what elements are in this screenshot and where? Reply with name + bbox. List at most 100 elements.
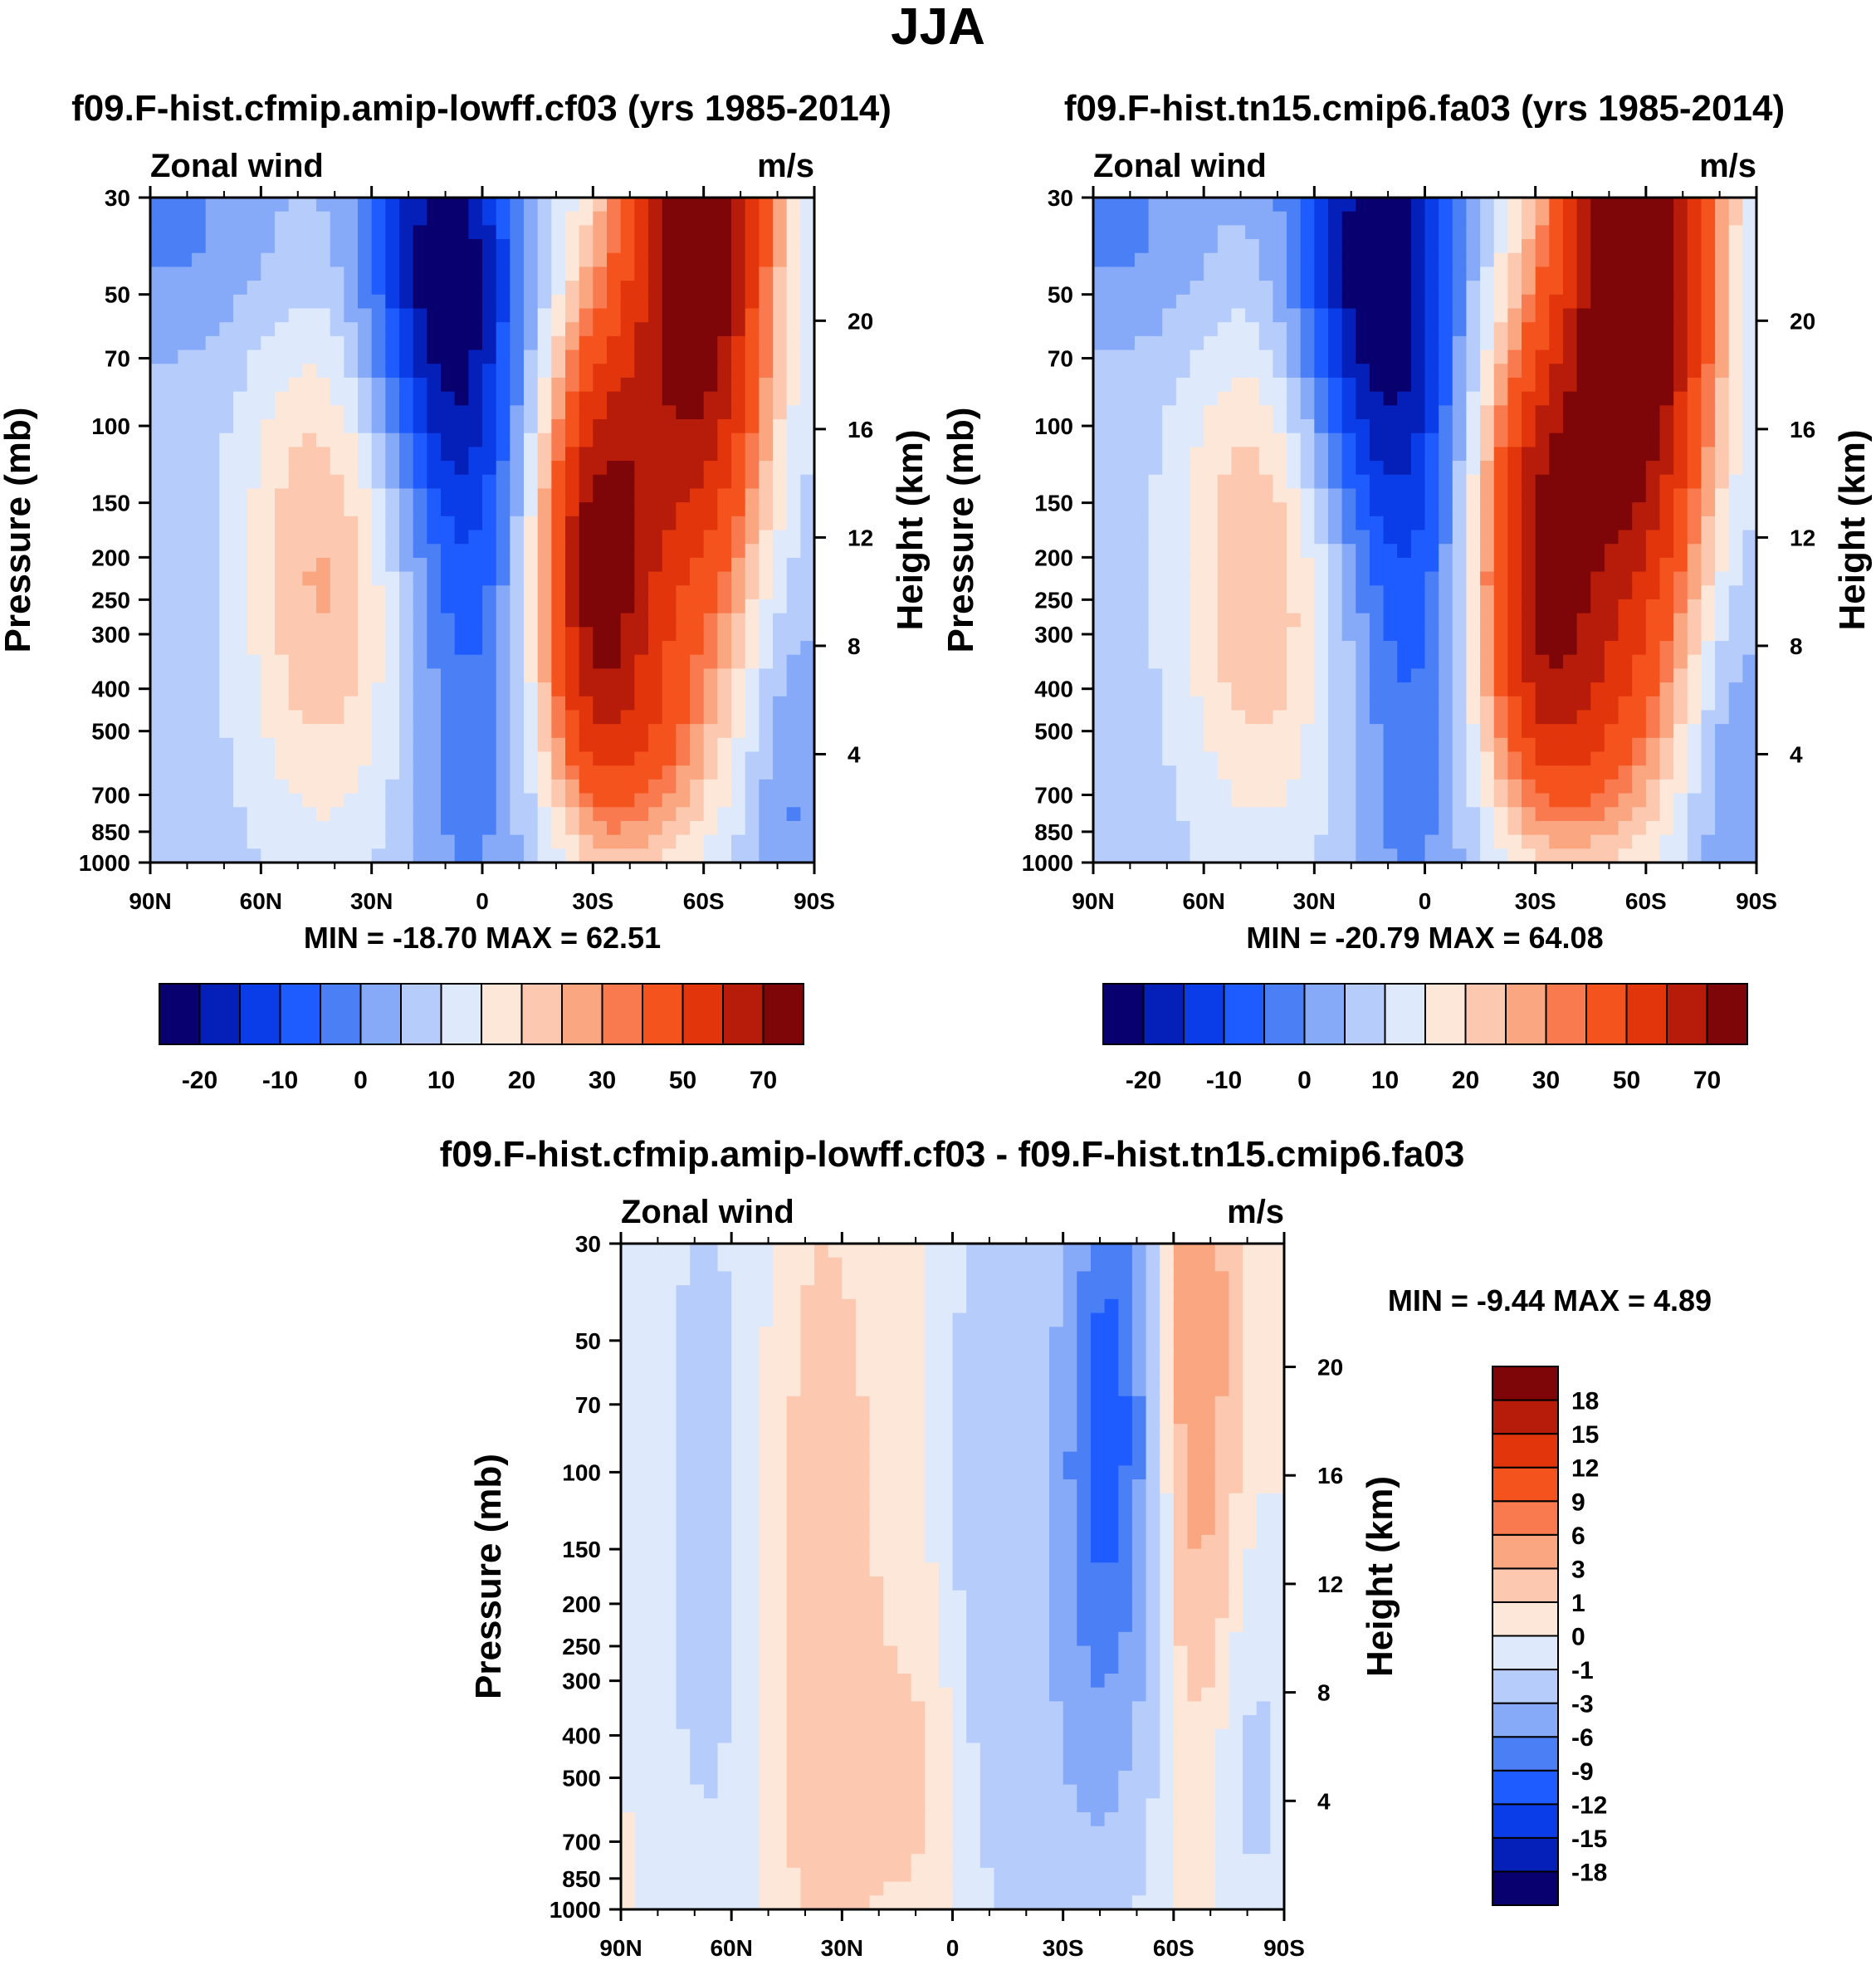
heat-cell: [579, 585, 594, 600]
heat-cell: [800, 807, 815, 822]
heat-cell: [219, 724, 234, 739]
heat-cell: [1701, 488, 1716, 503]
heat-cell: [427, 641, 442, 656]
heat-cell: [233, 820, 248, 836]
heat-cell: [247, 266, 261, 281]
heat-cell: [731, 530, 746, 545]
heat-cell: [1314, 198, 1329, 213]
heat-cell: [178, 239, 193, 254]
heat-cell: [1107, 502, 1121, 517]
heat-cell: [1287, 405, 1302, 420]
heat-cell: [150, 335, 165, 351]
heat-cell: [468, 848, 483, 863]
heat-cell: [150, 530, 165, 545]
heat-cell: [302, 335, 317, 351]
heat-cell: [579, 433, 594, 447]
heat-cell: [1217, 585, 1233, 600]
heat-cell: [178, 433, 193, 447]
heat-cell: [1562, 294, 1578, 310]
heat-cell: [1535, 571, 1550, 586]
heat-cell: [164, 737, 178, 753]
heat-cell: [1175, 530, 1191, 545]
heat-cell: [454, 599, 469, 614]
heat-cell: [1410, 252, 1426, 268]
heat-cell: [413, 308, 427, 323]
heat-cell: [579, 252, 594, 268]
heat-cell: [261, 557, 276, 573]
heat-cell: [537, 198, 552, 213]
pressure-tick-label: 1000: [1022, 850, 1073, 876]
heat-cell: [1369, 530, 1385, 545]
heat-cell: [1397, 599, 1412, 614]
heat-cell: [1162, 696, 1177, 711]
heat-cell: [1562, 571, 1578, 586]
heat-cell: [302, 710, 317, 725]
heat-cell: [1562, 239, 1578, 254]
heat-cell: [454, 502, 469, 517]
heat-cell: [1493, 294, 1508, 310]
heat-cell: [178, 252, 193, 268]
heat-cell: [1190, 613, 1204, 628]
heat-cell: [441, 433, 456, 447]
heat-cell: [759, 641, 774, 656]
heat-cell: [1121, 585, 1136, 600]
heat-cell: [150, 488, 165, 503]
heat-cell: [1522, 751, 1536, 766]
heat-cell: [1397, 239, 1412, 254]
heat-cell: [1134, 308, 1150, 323]
heat-cell: [1742, 641, 1757, 656]
heat-cell: [1410, 308, 1426, 323]
heat-cell: [690, 848, 705, 863]
heat-cell: [1245, 266, 1260, 281]
heat-cell: [288, 654, 303, 669]
heat-cell: [1231, 239, 1246, 254]
heat-cell: [607, 613, 622, 628]
heat-cell: [219, 737, 234, 753]
heat-cell: [1327, 225, 1343, 240]
heat-cell: [192, 349, 207, 364]
heat-cell: [1439, 433, 1453, 447]
heat-cell: [1549, 682, 1564, 697]
heat-cell: [1148, 308, 1163, 323]
heat-cell: [1162, 198, 1177, 213]
heat-cell: [261, 765, 276, 780]
heat-cell: [1162, 335, 1177, 351]
heat-cell: [330, 682, 344, 697]
heat-cell: [1715, 599, 1730, 614]
heat-cell: [676, 530, 691, 545]
heat-cell: [219, 488, 234, 503]
heat-cell: [178, 322, 193, 337]
heat-cell: [662, 405, 677, 420]
heat-cell: [1063, 1244, 1077, 1259]
heat-cell: [1410, 239, 1426, 254]
heat-cell: [510, 433, 525, 447]
heat-cell: [261, 349, 276, 364]
heat-cell: [620, 834, 635, 849]
heat-cell: [385, 654, 400, 669]
heat-cell: [1590, 654, 1605, 669]
heat-cell: [413, 599, 427, 614]
heat-cell: [482, 793, 497, 808]
heat-cell: [1424, 502, 1439, 517]
heat-cell: [994, 1244, 1009, 1259]
heat-cell: [620, 613, 635, 628]
heat-cell: [1107, 281, 1121, 296]
heat-cell: [1480, 557, 1495, 573]
heat-cell: [966, 1257, 981, 1273]
heat-cell: [1217, 793, 1233, 808]
heat-cell: [1576, 668, 1591, 683]
heat-cell: [330, 668, 344, 683]
heat-cell: [607, 461, 622, 476]
heat-cell: [717, 239, 732, 254]
heat-cell: [1035, 1257, 1050, 1273]
heat-cell: [1701, 599, 1716, 614]
heat-cell: [330, 751, 344, 766]
heat-cell: [1439, 266, 1453, 281]
heat-cell: [233, 447, 248, 462]
heat-cell: [690, 225, 705, 240]
heat-cell: [1452, 834, 1468, 849]
heat-cell: [593, 349, 608, 364]
heat-cell: [413, 710, 427, 725]
heat-cell: [1341, 571, 1356, 586]
heat-cell: [427, 765, 442, 780]
